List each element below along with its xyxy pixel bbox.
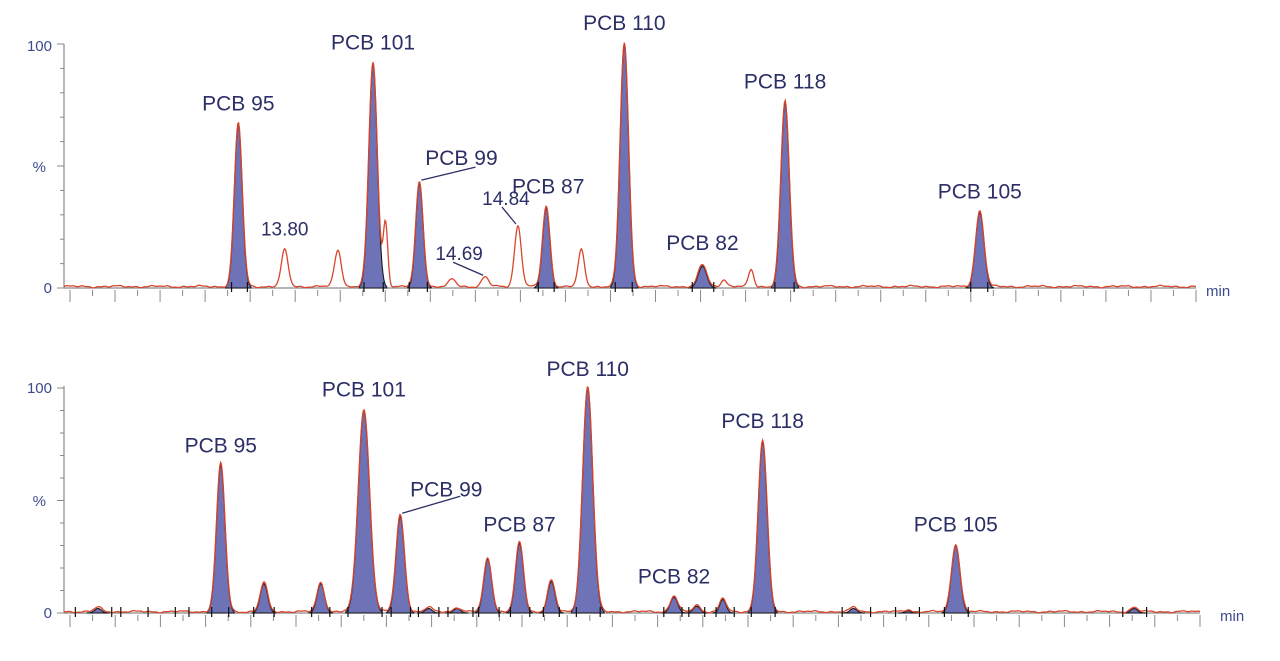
label-leader-line xyxy=(501,206,517,225)
y-tick-label-0-bottom: 0 xyxy=(44,605,52,622)
peak-label: PCB 87 xyxy=(512,175,584,198)
label-leader-line xyxy=(452,261,484,276)
integrated-peak xyxy=(386,515,415,614)
peak-label: PCB 118 xyxy=(744,71,827,94)
integrated-peak xyxy=(251,583,277,614)
integrated-peak xyxy=(533,206,559,289)
y-axis-label-bottom: % xyxy=(33,493,46,510)
integrated-peak xyxy=(610,42,639,289)
integrated-peak xyxy=(941,544,970,614)
integrated-peak xyxy=(225,123,252,289)
peak-label: PCB 95 xyxy=(202,93,274,116)
integrated-peak xyxy=(842,607,865,614)
peak-label: PCB 101 xyxy=(331,32,415,55)
integrated-peak xyxy=(417,607,441,614)
peak-label: PCB 101 xyxy=(322,379,406,402)
peak-label: PCB 105 xyxy=(938,180,1022,203)
peak-label: PCB 118 xyxy=(721,410,804,433)
retention-time-label: 14.84 xyxy=(482,189,530,210)
integrated-peak xyxy=(206,463,235,614)
label-leader-line xyxy=(402,495,461,514)
x-unit-label-bottom: min xyxy=(1220,608,1244,625)
integrated-peak xyxy=(747,440,778,614)
integrated-peak xyxy=(407,182,432,289)
integrated-peak xyxy=(898,610,918,614)
peak-label: PCB 82 xyxy=(638,565,710,588)
retention-time-label: 14.69 xyxy=(435,244,483,265)
integrated-peak xyxy=(570,386,605,614)
peak-label: PCB 99 xyxy=(425,147,497,170)
peak-label: PCB 87 xyxy=(483,513,555,536)
integrated-peak xyxy=(688,265,717,289)
x-unit-label-top: min xyxy=(1206,283,1230,300)
label-leader-line xyxy=(421,166,476,181)
integrated-peak xyxy=(358,61,388,289)
peak-label: PCB 99 xyxy=(410,478,482,501)
y-axis-label-top: % xyxy=(33,159,46,176)
peak-label: PCB 95 xyxy=(185,435,257,458)
chromatogram-top-panel: 100 % 0 min PCB 95 13.80 PCB 101 PCB 99 14.6… xyxy=(27,12,1230,302)
chromatogram-trace xyxy=(63,385,1201,614)
peak-label: PCB 105 xyxy=(914,514,998,537)
peak-label: PCB 110 xyxy=(583,12,666,35)
peak-label: PCB 110 xyxy=(546,358,629,381)
integrated-peak xyxy=(506,542,533,614)
y-tick-label-100-top: 100 xyxy=(27,38,52,55)
integrated-peak xyxy=(1122,607,1146,614)
integrated-peak xyxy=(770,101,800,289)
peak-label: PCB 82 xyxy=(666,232,738,255)
retention-time-label: 13.80 xyxy=(261,219,309,240)
y-tick-label-0-top: 0 xyxy=(44,280,52,297)
y-tick-label-100-bottom: 100 xyxy=(27,380,52,397)
integrated-peak xyxy=(965,211,994,289)
integrated-peak xyxy=(345,409,383,614)
integrated-peak xyxy=(86,607,110,614)
chromatogram-trace xyxy=(63,42,1197,289)
